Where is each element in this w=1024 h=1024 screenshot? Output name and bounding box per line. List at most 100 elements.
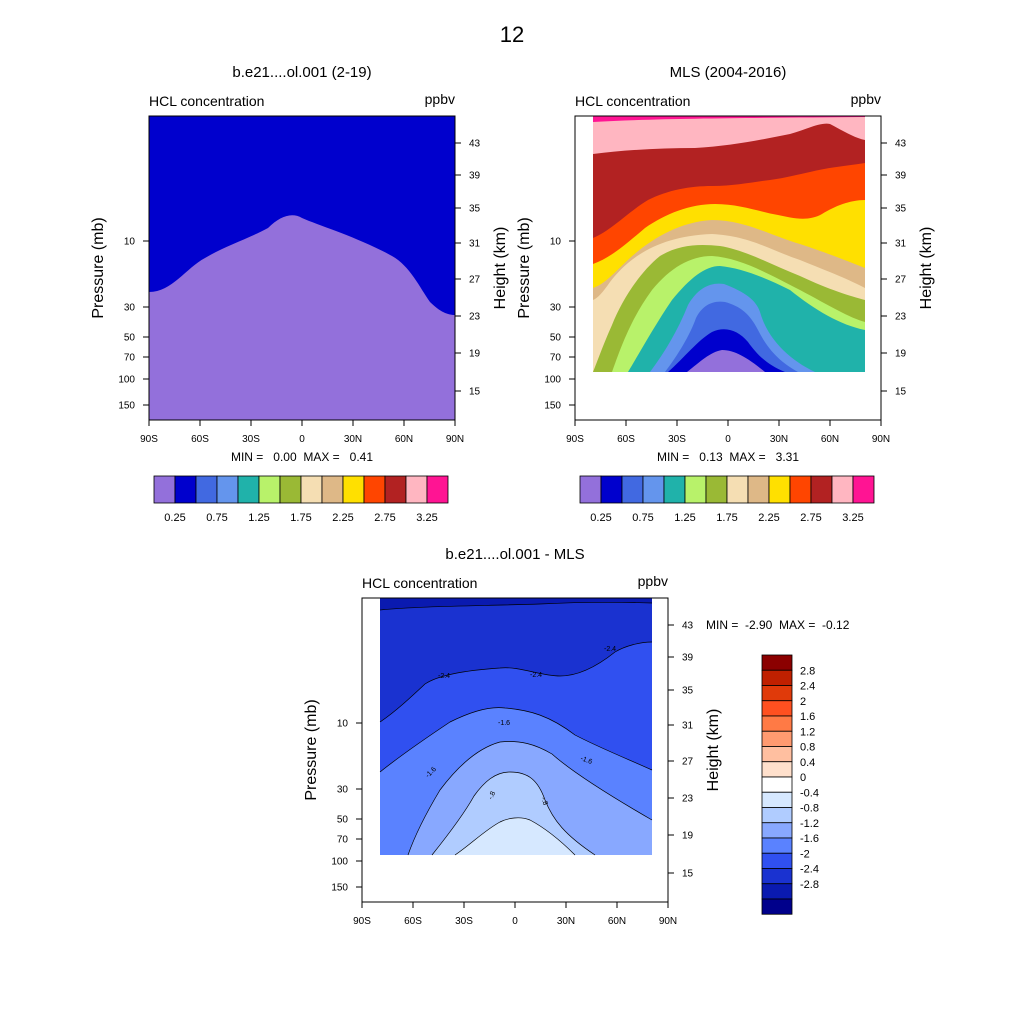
colorbar-box (831, 475, 854, 504)
colorbar-box (195, 475, 218, 504)
pressure-tick-label: 150 (544, 401, 561, 412)
colorbar-box (768, 475, 791, 504)
colorbar-label: 0.25 (590, 512, 611, 524)
colorbar-box (579, 475, 602, 504)
height-tick-label: 31 (682, 721, 694, 732)
colorbar-label: -0.8 (800, 803, 819, 815)
pressure-tick-label: 50 (337, 815, 349, 826)
panel-diff-colorbar: 2.8 2.4 2 1.6 1.2 0.8 0.4 0 -0.4 -0.8 -1.2 -1.6 -2 -2… (761, 654, 819, 915)
panel-mls-left-string: HCL concentration (575, 93, 690, 109)
x-tick-label: 90N (446, 434, 464, 445)
colorbar-label: 2.25 (332, 512, 353, 524)
height-tick-label: 23 (895, 312, 907, 323)
panel-diff-ylabel: Pressure (mb) (303, 699, 320, 800)
height-tick-label: 15 (682, 869, 694, 880)
x-tick-label: 30S (455, 916, 473, 927)
colorbar-box (761, 791, 793, 808)
colorbar-label: 2.25 (758, 512, 779, 524)
colorbar-box (642, 475, 665, 504)
contour-label: -1.6 (579, 755, 593, 766)
colorbar-box (600, 475, 623, 504)
x-tick-label: 30S (242, 434, 260, 445)
colorbar-label: -2 (800, 848, 810, 860)
colorbar-box (258, 475, 281, 504)
height-tick-label: 19 (682, 831, 694, 842)
pressure-tick-label: 30 (337, 785, 349, 796)
colorbar-box (761, 685, 793, 702)
x-tick-label: 60S (191, 434, 209, 445)
colorbar-box (761, 776, 793, 793)
colorbar-box (684, 475, 707, 504)
colorbar-label: -2.4 (800, 864, 819, 876)
colorbar-box (621, 475, 644, 504)
x-tick-label: 0 (725, 434, 731, 445)
colorbar-box (342, 475, 365, 504)
band-minus-0-8 (432, 772, 595, 855)
colorbar-box (300, 475, 323, 504)
x-tick-label: 90S (140, 434, 158, 445)
colorbar-box (279, 475, 302, 504)
colorbar-box (216, 475, 239, 504)
colorbar-box (789, 475, 812, 504)
colorbar-label: -1.2 (800, 818, 819, 830)
colorbar-label: 1.25 (248, 512, 269, 524)
panel-mls-axes: 90S 60S 30S 0 30N 60N 90N 10 30 50 70 100 150 43 39 35 3… (544, 139, 906, 446)
height-tick-label: 35 (682, 686, 694, 697)
panel-model-axes: 90S 60S 30S 0 30N 60N 90N 10 30 50 70 100 150 43 39 35 3… (118, 139, 480, 446)
colorbar-box (174, 475, 197, 504)
height-tick-label: 23 (469, 312, 481, 323)
contour-label: -2.4 (530, 672, 542, 679)
colorbar-box (761, 837, 793, 854)
x-tick-label: 60N (821, 434, 839, 445)
panel-model-title: b.e21....ol.001 (2-19) (232, 64, 371, 81)
height-tick-label: 43 (895, 139, 907, 150)
colorbar-label: 1.75 (716, 512, 737, 524)
panel-diff-ylabel-right: Height (km) (705, 709, 722, 792)
colorbar-box (761, 807, 793, 824)
pressure-tick-label: 50 (124, 333, 136, 344)
colorbar-box (237, 475, 260, 504)
height-tick-label: 43 (469, 139, 481, 150)
colorbar-box (405, 475, 428, 504)
panel-model-left-string: HCL concentration (149, 93, 264, 109)
x-tick-label: 60N (395, 434, 413, 445)
page-title: 12 (500, 22, 524, 47)
contour-label: -.8 (539, 796, 548, 806)
pressure-tick-label: 100 (544, 375, 561, 386)
colorbar-box (153, 475, 176, 504)
contour-label: -.8 (487, 790, 497, 800)
pressure-tick-label: 10 (337, 719, 349, 730)
colorbar-label: 2 (800, 696, 806, 708)
height-tick-label: 43 (682, 621, 694, 632)
height-tick-label: 39 (682, 653, 694, 664)
panel-mls-minmax: MIN = 0.13 MAX = 3.31 (657, 450, 799, 464)
panel-model-minmax: MIN = 0.00 MAX = 0.41 (231, 450, 373, 464)
panel-diff-left-string: HCL concentration (362, 575, 477, 591)
height-tick-label: 23 (682, 794, 694, 805)
panel-mls-colorbar: 0.25 0.75 1.25 1.75 2.25 2.75 3.25 (579, 475, 875, 524)
colorbar-label: 0.8 (800, 742, 815, 754)
colorbar-box (761, 761, 793, 778)
colorbar-label: 2.4 (800, 681, 815, 693)
panel-model-right-string: ppbv (425, 91, 455, 107)
panel-mls-title: MLS (2004-2016) (670, 64, 787, 81)
colorbar-box (726, 475, 749, 504)
colorbar-box (761, 654, 793, 671)
height-tick-label: 39 (469, 171, 481, 182)
height-tick-label: 35 (895, 204, 907, 215)
x-tick-label: 60S (404, 916, 422, 927)
colorbar-label: 1.2 (800, 726, 815, 738)
height-tick-label: 19 (895, 349, 907, 360)
height-tick-label: 15 (895, 387, 907, 398)
colorbar-box (761, 883, 793, 900)
height-tick-label: 35 (469, 204, 481, 215)
panel-diff-plot: -2.4 -2.4 -2.4 -1.6 -1.6 -1.6 -.8 -.8 (361, 597, 669, 903)
colorbar-label: 0.25 (164, 512, 185, 524)
pressure-tick-label: 70 (337, 835, 349, 846)
height-tick-label: 31 (469, 239, 481, 250)
pressure-tick-label: 10 (124, 237, 136, 248)
panel-model-colorbar: 0.25 0.75 1.25 1.75 2.25 2.75 3.25 (153, 475, 449, 524)
panel-mls-ylabel-right: Height (km) (918, 227, 935, 310)
colorbar-box (761, 700, 793, 717)
pressure-tick-label: 30 (124, 303, 136, 314)
